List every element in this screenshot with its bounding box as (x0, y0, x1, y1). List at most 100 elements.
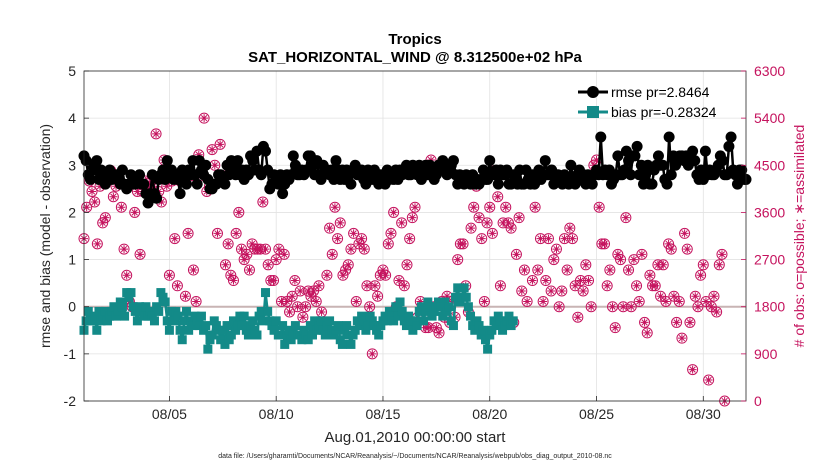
rmse-point (200, 159, 212, 171)
obs-point (134, 248, 146, 260)
obs-point (179, 290, 191, 302)
rmse-point (612, 150, 624, 162)
bias-point (100, 306, 110, 316)
x-tick-label: 08/30 (686, 406, 721, 422)
rmse-point (586, 178, 598, 190)
obs-point (564, 222, 576, 234)
bias-point (455, 297, 465, 307)
bias-point (357, 311, 367, 321)
bias-point (453, 283, 463, 293)
obs-point (518, 264, 530, 276)
bias-point (307, 330, 317, 340)
bias-point (401, 321, 411, 331)
bias-point (348, 330, 358, 340)
rmse-series (78, 131, 752, 209)
bias-point (156, 288, 166, 298)
obs-point (89, 196, 101, 208)
bias-point (299, 325, 309, 335)
obs-point (230, 227, 242, 239)
bias-point (203, 344, 213, 354)
bias-point (427, 311, 437, 321)
bias-point (207, 330, 217, 340)
obs-point (593, 201, 605, 213)
obs-point (631, 280, 643, 292)
bias-point (149, 316, 159, 326)
bias-point (346, 339, 356, 349)
bias-point (175, 325, 185, 335)
rmse-point (687, 145, 699, 157)
bias-point (414, 306, 424, 316)
obs-point (623, 264, 635, 276)
rmse-point (191, 178, 203, 190)
bias-point (314, 321, 324, 331)
bias-point (397, 306, 407, 316)
rmse-point (138, 178, 150, 190)
obs-point (150, 128, 162, 140)
obs-point (599, 238, 611, 250)
y-axis-left: -2 -1 0 1 2 3 4 5 (64, 63, 89, 409)
bias-point (98, 311, 108, 321)
bias-point (446, 316, 456, 326)
y-tick-label-left: 3 (68, 157, 76, 173)
bias-point (218, 325, 228, 335)
rmse-point (631, 140, 643, 152)
obs-point (457, 238, 469, 250)
bias-point (117, 302, 127, 312)
bias-point (461, 292, 471, 302)
y-axis-right: 0 900 1800 2700 3600 4500 5400 6300 (741, 63, 785, 409)
plot-frame (83, 70, 747, 402)
bias-point (248, 316, 258, 326)
obs-point (561, 264, 573, 276)
obs-point (358, 243, 370, 255)
bias-point (487, 325, 497, 335)
bias-point (132, 316, 142, 326)
obs-point (545, 285, 557, 297)
bias-point (243, 330, 253, 340)
bias-point (425, 302, 435, 312)
bias-point (192, 316, 202, 326)
obs-point (409, 201, 421, 213)
obs-point (665, 243, 677, 255)
bias-point (389, 316, 399, 326)
x-tick-label: 08/20 (472, 406, 507, 422)
obs-point (382, 238, 394, 250)
rmse-point (717, 155, 729, 167)
obs-point (478, 295, 490, 307)
bias-point (271, 316, 281, 326)
obs-point (321, 269, 333, 281)
rmse-point (699, 145, 711, 157)
bias-point (412, 321, 422, 331)
bias-point (252, 330, 262, 340)
bias-point (297, 335, 307, 345)
bias-point (448, 321, 458, 331)
y-tick-label-left: -2 (64, 393, 77, 409)
obs-point (577, 285, 589, 297)
obs-point (484, 201, 496, 213)
bias-point (169, 316, 179, 326)
rmse-point (181, 178, 193, 190)
obs-point (284, 306, 296, 318)
rmse-point (174, 188, 186, 200)
rmse-point (646, 178, 658, 190)
obs-point (486, 227, 498, 239)
bias-point (498, 325, 508, 335)
obs-point (580, 259, 592, 271)
bias-point (147, 311, 157, 321)
legend: rmse pr=2.8464 bias pr=-0.28324 (578, 84, 717, 120)
obs-point (505, 222, 517, 234)
bias-point (145, 306, 155, 316)
bias-point (408, 325, 418, 335)
obs-point (99, 212, 111, 224)
bias-point (320, 330, 330, 340)
obs-point (289, 275, 301, 287)
obs-point (521, 295, 533, 307)
rmse-point (736, 164, 748, 176)
obs-point (396, 217, 408, 229)
bias-point (128, 302, 138, 312)
bias-point (256, 306, 266, 316)
obs-point (324, 222, 336, 234)
bias-point (310, 316, 320, 326)
obs-point (190, 295, 202, 307)
bias-point (111, 311, 121, 321)
bias-point (216, 335, 226, 345)
